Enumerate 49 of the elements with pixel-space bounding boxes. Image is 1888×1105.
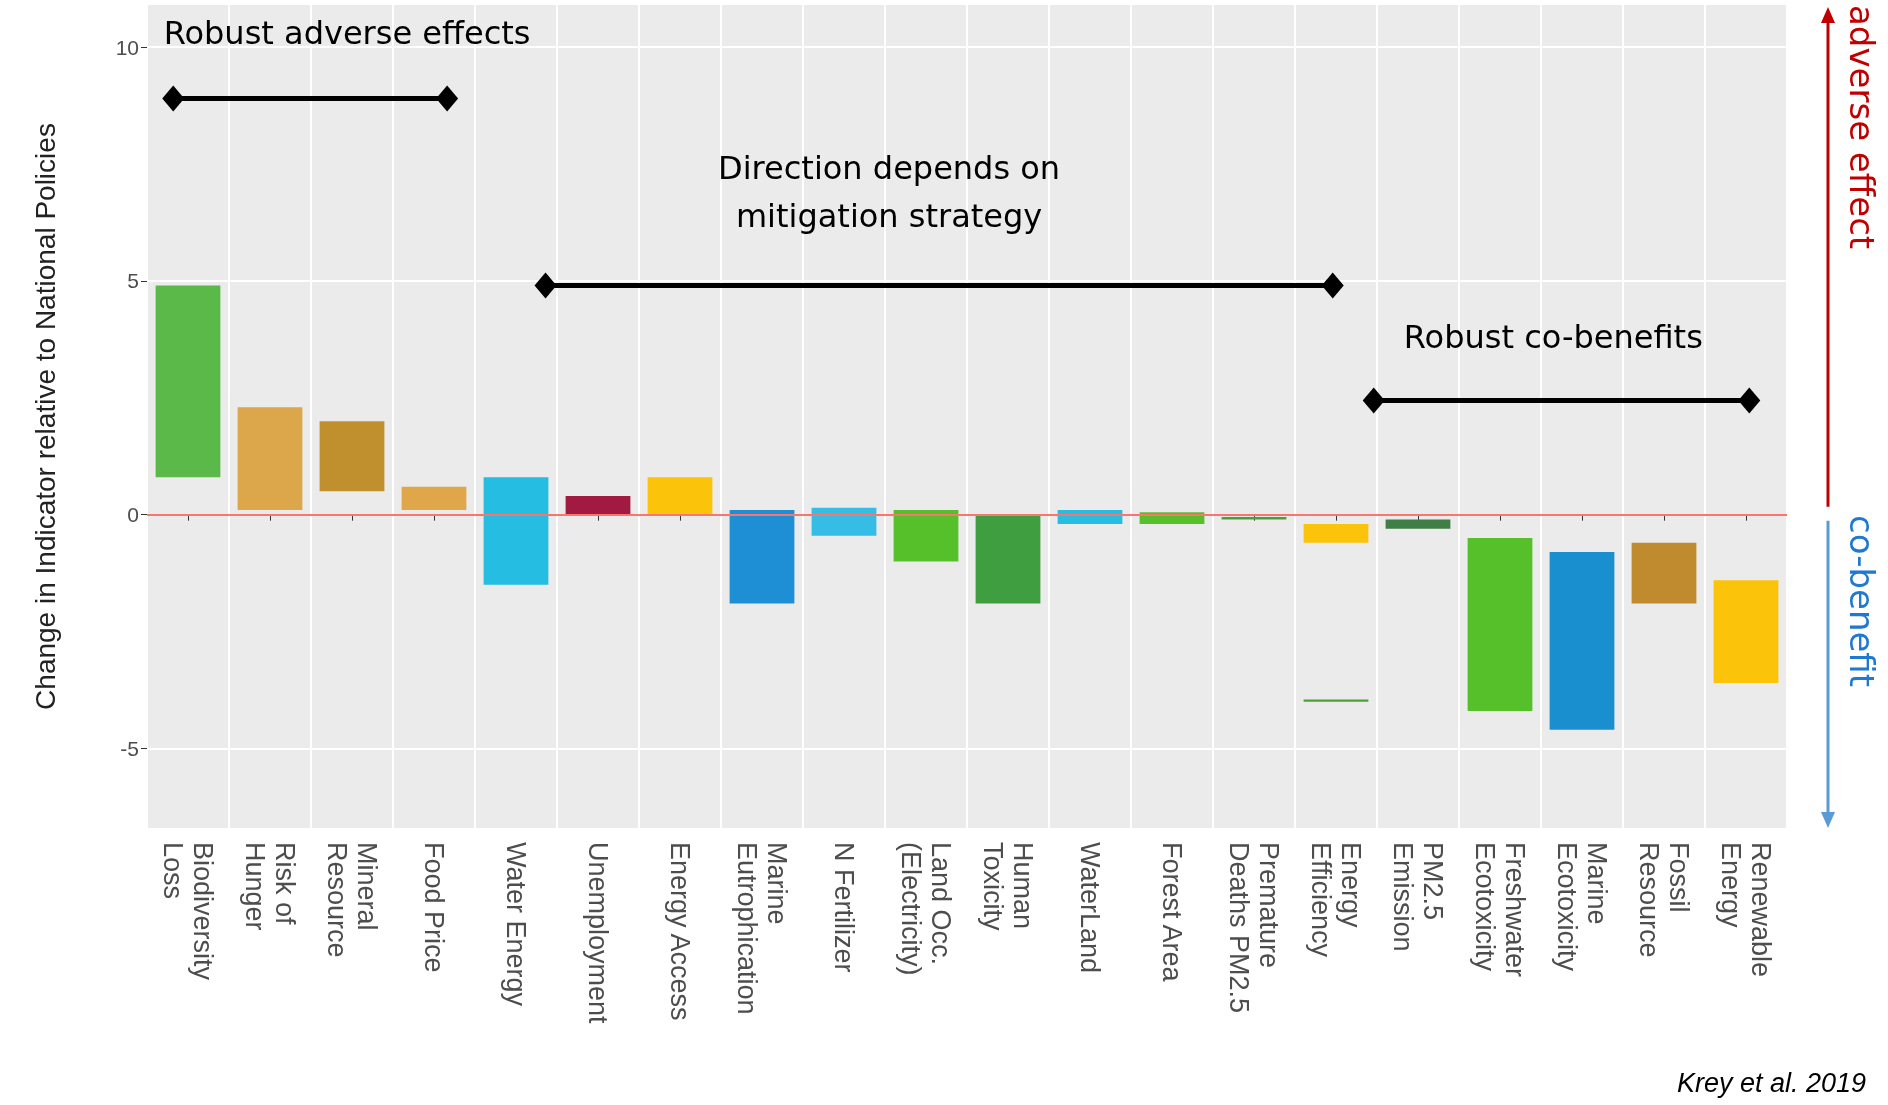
bar bbox=[729, 510, 795, 604]
annotation: Robust adverse effects bbox=[162, 13, 532, 55]
text: adverse effect bbox=[1842, 5, 1882, 252]
annotation: Direction depends on mitigation strategy bbox=[717, 149, 1062, 236]
x-tick-label: Human Toxicity bbox=[978, 842, 1038, 932]
x-tick-label: Land Occ. (Electricity) bbox=[896, 842, 956, 976]
y-tick-label: 0 bbox=[127, 503, 139, 527]
x-tick-label: PM2.5 Emission bbox=[1388, 842, 1448, 952]
bar bbox=[647, 477, 713, 515]
bar bbox=[565, 495, 631, 515]
bar bbox=[1467, 538, 1533, 712]
x-tick-label: Fossil Resource bbox=[1634, 842, 1694, 958]
y-tick-label: 5 bbox=[127, 269, 139, 293]
bar bbox=[401, 486, 467, 511]
x-tick-label: Marine Ecotoxicity bbox=[1552, 842, 1612, 972]
x-tick-label: N Fertilizer bbox=[829, 842, 859, 973]
x-tick-label: Forest Area bbox=[1157, 842, 1187, 983]
text: co-benefit bbox=[1842, 514, 1882, 689]
bar bbox=[1713, 580, 1779, 684]
x-tick-label: Freshwater Ecotoxicity bbox=[1470, 842, 1530, 978]
text: Krey et al. 2019 bbox=[1676, 1068, 1866, 1099]
x-tick-label: WaterLand bbox=[1075, 842, 1105, 974]
bar bbox=[237, 407, 303, 511]
x-tick-label: Energy Access bbox=[665, 842, 695, 1021]
x-tick-label: Renewable Energy bbox=[1716, 842, 1776, 978]
x-tick-label: Unemployment bbox=[583, 842, 613, 1025]
bar bbox=[319, 421, 385, 492]
bar bbox=[1549, 552, 1615, 730]
bar bbox=[483, 477, 549, 585]
bar bbox=[893, 510, 959, 562]
bar bbox=[1303, 524, 1369, 543]
x-tick-label: Food Price bbox=[419, 842, 449, 973]
x-tick-label: Mineral Resource bbox=[322, 842, 382, 958]
x-tick-label: Biodiversity Loss bbox=[158, 842, 218, 981]
x-tick-label: Energy Efficiency bbox=[1306, 842, 1366, 958]
y-tick-label: 10 bbox=[115, 35, 139, 59]
bar bbox=[975, 514, 1041, 604]
bar bbox=[811, 507, 877, 536]
x-tick-label: Marine Eutrophication bbox=[732, 842, 792, 1015]
y-tick-label: -5 bbox=[120, 737, 139, 761]
x-tick-label: Premature Deaths PM2.5 bbox=[1224, 842, 1284, 1014]
bar bbox=[1631, 542, 1697, 604]
annotation: Robust co-benefits bbox=[1402, 317, 1704, 358]
x-tick-label: Risk of Hunger bbox=[240, 842, 300, 931]
y-axis-title: Change in Indicator relative to National Policies bbox=[29, 123, 61, 710]
x-tick-label: Water Energy bbox=[501, 842, 531, 1007]
bar bbox=[1385, 519, 1451, 529]
bar bbox=[155, 285, 221, 478]
bar bbox=[1303, 699, 1369, 702]
